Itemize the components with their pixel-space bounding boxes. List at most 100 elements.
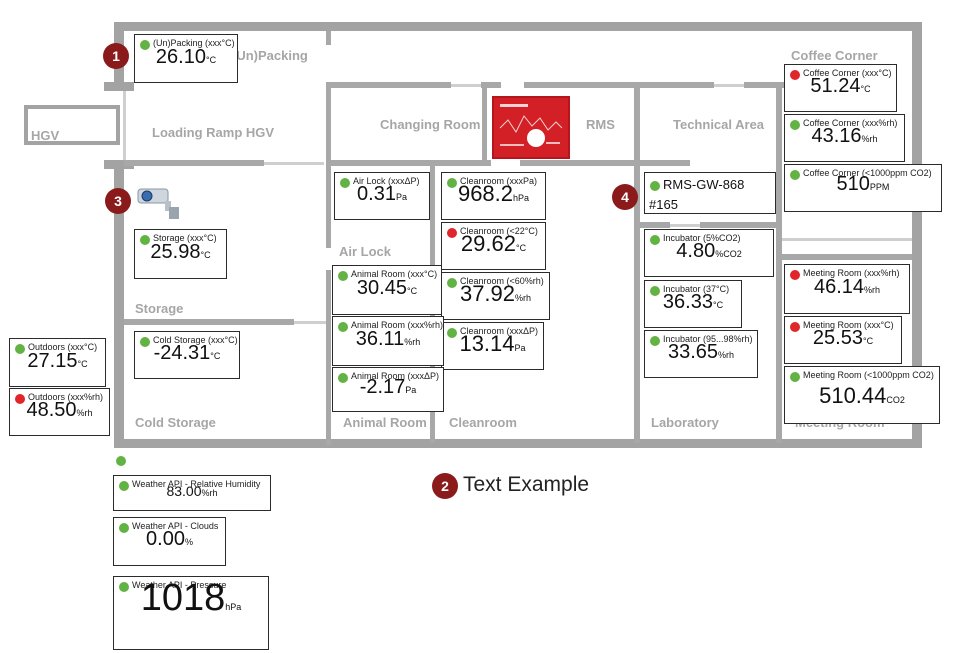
room-label-cleanroom: Cleanroom <box>449 415 517 430</box>
status-dot <box>447 178 457 188</box>
sensor-widget-cleanroom-dp[interactable]: Cleanroom (xxxΔP) 13.14Pa <box>441 322 544 370</box>
sensor-label: Meeting Room (xxx°C) <box>803 320 894 330</box>
sensor-widget-cleanroom-pa[interactable]: Cleanroom (xxxPa) 968.2hPa <box>441 172 546 220</box>
status-dot <box>447 278 457 288</box>
sensor-widget-meeting-rh[interactable]: Meeting Room (xxx%rh) 46.14%rh <box>784 264 910 314</box>
wall <box>114 439 922 448</box>
sensor-widget-weather-rh[interactable]: Weather API - Relative Humidity 83.00%rh <box>113 475 271 511</box>
door <box>264 162 324 165</box>
sensor-unit: °C <box>200 250 211 260</box>
sensor-reading: 37.92%rh <box>442 281 549 307</box>
sensor-value: -2.17 <box>359 376 406 398</box>
room-label-changing-room: Changing Room <box>380 117 481 132</box>
sensor-widget-animal-temp[interactable]: Animal Room (xxx°C) 30.45°C <box>332 265 442 315</box>
sensor-unit: %rh <box>864 285 881 295</box>
gateway-name: RMS-GW-868 <box>663 177 745 192</box>
sensor-unit: %rh <box>76 408 93 418</box>
sensor-widget-unpacking-temp[interactable]: (Un)Packing (xxx°C) 26.10°C <box>134 34 238 83</box>
gateway-widget[interactable]: RMS-GW-868 #165 <box>644 172 776 214</box>
sensor-widget-incubator-co2[interactable]: Incubator (5%CO2) 4.80%CO2 <box>644 229 774 277</box>
sensor-label: Cleanroom (xxxPa) <box>460 176 538 186</box>
status-dot <box>790 70 800 80</box>
status-dot <box>790 170 800 180</box>
marker-3[interactable]: 3 <box>105 188 131 214</box>
sensor-widget-incubator-rh[interactable]: Incubator (95...98%rh) 33.65%rh <box>644 330 758 378</box>
sensor-label: Meeting Room (<1000ppm CO2) <box>803 370 934 380</box>
sensor-widget-cold-storage-temp[interactable]: Cold Storage (xxx°C) -24.31°C <box>134 331 240 379</box>
sensor-unit: %rh <box>861 134 878 144</box>
room-label-loading-ramp: Loading Ramp HGV <box>152 125 275 140</box>
gateway-id: #165 <box>649 197 678 212</box>
wall <box>481 82 501 88</box>
sensor-unit: Pa <box>395 192 407 202</box>
sensor-value: 36.11 <box>355 328 405 350</box>
sensor-label: Animal Room (xxx%rh) <box>351 320 444 330</box>
sensor-value: 0.00 <box>146 528 185 550</box>
wall <box>912 22 922 448</box>
sensor-reading: -2.17Pa <box>333 376 443 399</box>
sensor-value: 25.98 <box>150 241 201 263</box>
room-label-unpacking: (Un)Packing <box>232 48 308 63</box>
sensor-widget-coffee-co2[interactable]: Coffee Corner (<1000ppm CO2) 510PPM <box>784 164 942 212</box>
room-label-air-lock: Air Lock <box>339 244 392 259</box>
sensor-widget-animal-rh[interactable]: Animal Room (xxx%rh) 36.11%rh <box>332 316 444 366</box>
door <box>451 84 481 87</box>
sensor-widget-meeting-co2[interactable]: Meeting Room (<1000ppm CO2) 510.44CO2 <box>784 366 940 424</box>
sensor-reading: 36.11%rh <box>333 328 443 351</box>
sensor-widget-cleanroom-rh[interactable]: Cleanroom (<60%rh) 37.92%rh <box>441 272 550 320</box>
sensor-unit: Pa <box>405 385 417 395</box>
sensor-widget-animal-dp[interactable]: Animal Room (xxxΔP) -2.17Pa <box>332 367 444 412</box>
sensor-widget-weather-clouds[interactable]: Weather API - Clouds 0.00% <box>113 517 226 566</box>
sensor-widget-outdoors-rh[interactable]: Outdoors (xxx%rh) 48.50%rh <box>9 388 110 436</box>
marker-2[interactable]: 2 <box>432 473 458 499</box>
hgv-box <box>24 105 120 145</box>
sensor-value: 4.80 <box>676 240 716 262</box>
sensor-unit: °C <box>406 286 418 296</box>
sensor-value: -24.31 <box>153 342 211 364</box>
sensor-label: Cold Storage (xxx°C) <box>153 335 238 345</box>
sensor-widget-coffee-rh[interactable]: Coffee Corner (xxx%rh) 43.16%rh <box>784 114 905 162</box>
wall <box>124 319 294 325</box>
sensor-unit: hPa <box>225 602 242 612</box>
sensor-reading: 36.33°C <box>645 291 741 314</box>
wall <box>326 82 331 248</box>
marker-1[interactable]: 1 <box>103 43 129 69</box>
sensor-unit: Pa <box>514 343 526 353</box>
sensor-reading: 13.14Pa <box>442 331 543 357</box>
camera-icon[interactable] <box>135 183 183 221</box>
wall <box>326 270 331 445</box>
sensor-unit: %CO2 <box>715 249 742 259</box>
sensor-label: Outdoors (xxx%rh) <box>28 392 104 402</box>
rms-device-image[interactable] <box>492 96 570 159</box>
sensor-unit: °C <box>712 300 724 310</box>
sensor-reading: 25.98°C <box>135 241 226 264</box>
sensor-label: Incubator (95...98%rh) <box>663 334 753 344</box>
sensor-value: 33.65 <box>667 341 719 363</box>
status-dot <box>338 271 348 281</box>
sensor-reading: 4.80%CO2 <box>645 240 773 263</box>
sensor-value: 0.31 <box>357 183 396 205</box>
sensor-label: Weather API - Pressure <box>132 580 227 590</box>
sensor-widget-cleanroom-temp[interactable]: Cleanroom (<22°C) 29.62°C <box>441 222 546 270</box>
sensor-unit: PPM <box>869 182 890 192</box>
sensor-widget-incubator-temp[interactable]: Incubator (37°C) 36.33°C <box>644 280 742 328</box>
sensor-widget-weather-pressure[interactable]: Weather API - Pressure 1018hPa <box>113 576 269 650</box>
sensor-widget-storage-temp[interactable]: Storage (xxx°C) 25.98°C <box>134 229 227 279</box>
sensor-reading: 510PPM <box>785 173 941 196</box>
sensor-value: 13.14 <box>459 331 515 356</box>
marker-4[interactable]: 4 <box>612 184 638 210</box>
status-dot <box>15 344 25 354</box>
wall <box>331 82 451 88</box>
sensor-widget-airlock-dp[interactable]: Air Lock (xxxΔP) 0.31Pa <box>334 172 430 220</box>
sensor-widget-outdoors-temp[interactable]: Outdoors (xxx°C) 27.15°C <box>9 338 106 387</box>
status-dot <box>790 322 800 332</box>
door <box>670 224 700 227</box>
sensor-label: Cleanroom (<22°C) <box>460 226 538 236</box>
sensor-widget-meeting-temp[interactable]: Meeting Room (xxx°C) 25.53°C <box>784 316 902 364</box>
sensor-value: 968.2 <box>457 181 514 206</box>
sensor-widget-coffee-temp[interactable]: Coffee Corner (xxx°C) 51.24°C <box>784 64 897 112</box>
room-label-storage: Storage <box>135 301 184 316</box>
status-dot <box>15 394 25 404</box>
wall <box>124 160 264 166</box>
sensor-reading: 30.45°C <box>333 277 441 300</box>
